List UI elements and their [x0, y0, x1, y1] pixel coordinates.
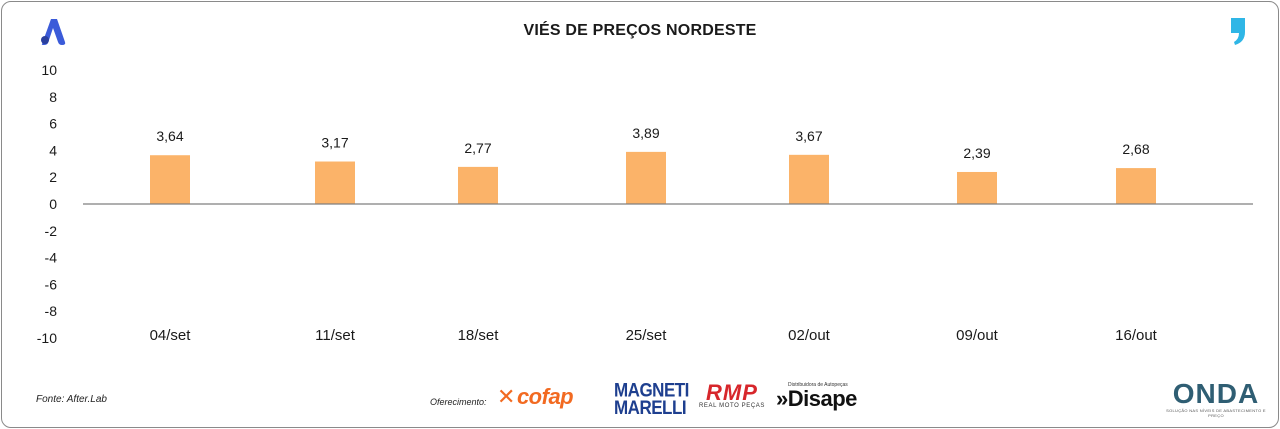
rmp-logo-subtext: REAL MOTO PEÇAS — [699, 403, 766, 409]
y-tick-label: -4 — [45, 250, 58, 266]
bar — [957, 171, 997, 204]
bar-value-label: 3,89 — [632, 125, 659, 141]
y-tick-label: 10 — [41, 62, 57, 78]
x-tick-label: 18/set — [458, 327, 500, 344]
bar-value-label: 2,39 — [963, 145, 990, 161]
bar — [150, 155, 190, 204]
bar — [789, 154, 829, 204]
magneti-logo-line1: MAGNETI — [614, 379, 689, 402]
rmp-logo-text: RMP — [706, 380, 758, 405]
y-tick-label: 6 — [49, 116, 57, 132]
cofap-x-icon: ✕ — [497, 384, 515, 409]
bar-value-label: 2,68 — [1122, 141, 1149, 157]
quote-mark-icon — [1231, 18, 1245, 45]
magneti-logo-line2: MARELLI — [614, 396, 687, 419]
bar — [1116, 168, 1156, 204]
cofap-logo: ✕cofap — [497, 384, 574, 410]
bar — [458, 166, 498, 204]
cofap-logo-text: cofap — [516, 384, 574, 409]
bar-value-label: 3,67 — [795, 128, 822, 144]
y-tick-label: 4 — [49, 142, 57, 158]
onda-logo-subtext: SOLUÇÃO NAS NÍVEIS DE ABASTECIMENTO E PR… — [1166, 408, 1266, 418]
y-tick-label: 0 — [49, 196, 57, 212]
y-tick-label: 8 — [49, 89, 57, 105]
bar-value-label: 3,64 — [156, 128, 183, 144]
y-tick-label: -8 — [45, 303, 58, 319]
y-tick-label: -2 — [45, 223, 58, 239]
bar-value-label: 3,17 — [321, 135, 348, 151]
y-tick-label: -6 — [45, 276, 58, 292]
source-note: Fonte: After.Lab — [36, 394, 107, 405]
y-tick-label: -10 — [37, 330, 57, 346]
onda-logo: ONDA SOLUÇÃO NAS NÍVEIS DE ABASTECIMENTO… — [1166, 378, 1266, 419]
x-tick-label: 09/out — [956, 327, 999, 344]
x-tick-label: 02/out — [788, 327, 831, 344]
x-tick-label: 04/set — [150, 327, 192, 344]
magneti-marelli-logo: MAGNETI MARELLI — [614, 379, 689, 419]
sponsor-label: Oferecimento: — [430, 397, 487, 407]
bar — [315, 161, 355, 204]
chart-title: VIÉS DE PREÇOS NORDESTE — [523, 22, 757, 39]
onda-logo-text: ONDA — [1172, 378, 1260, 409]
x-tick-label: 11/set — [315, 327, 356, 344]
disape-logo-subtext: Distribuidora de Autopeças — [788, 382, 848, 388]
y-tick-label: 2 — [49, 169, 57, 185]
app-logo-icon — [41, 19, 66, 45]
x-tick-label: 16/out — [1115, 327, 1158, 344]
bar-value-label: 2,77 — [464, 140, 491, 156]
x-tick-label: 25/set — [626, 327, 668, 344]
bar — [626, 151, 666, 204]
disape-logo-text: »Disape — [776, 386, 857, 411]
rmp-logo: RMP REAL MOTO PEÇAS — [699, 380, 766, 410]
disape-logo: Distribuidora de Autopeças »Disape — [776, 382, 857, 410]
